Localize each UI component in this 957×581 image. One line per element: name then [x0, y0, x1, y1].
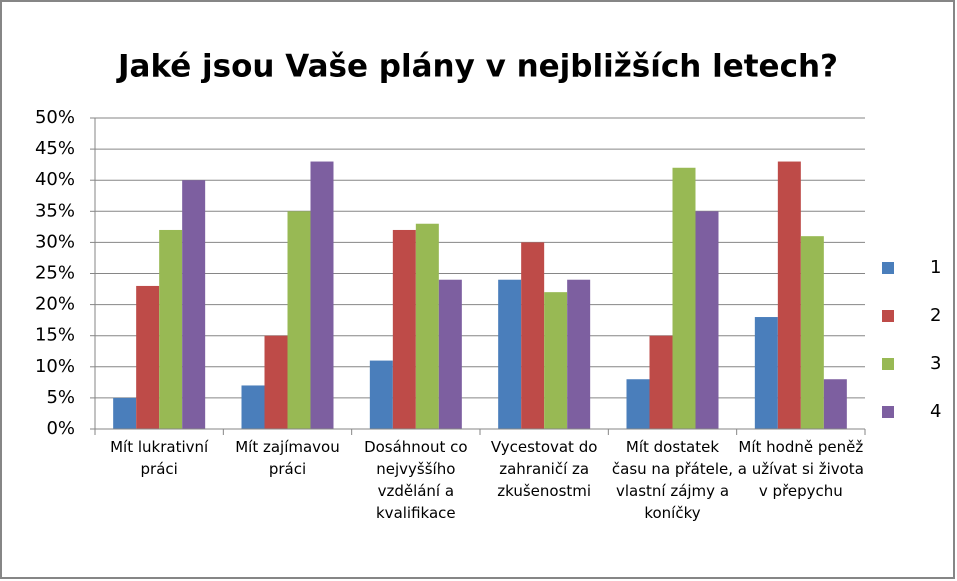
- legend-label: 4: [930, 401, 941, 422]
- y-tick-label: 25%: [35, 263, 75, 284]
- legend-swatch: [882, 310, 894, 322]
- bar: [567, 279, 591, 429]
- legend-swatch: [882, 262, 894, 274]
- bar: [754, 317, 778, 429]
- y-tick-label: 20%: [35, 294, 75, 315]
- bar: [136, 285, 160, 429]
- bar: [369, 360, 393, 429]
- bar: [649, 335, 673, 429]
- bar: [695, 211, 719, 429]
- y-tick-label: 30%: [35, 231, 75, 252]
- x-tick-label: Mít hodně peněž a užívat si života v pře…: [737, 438, 864, 500]
- legend-swatch: [882, 358, 894, 370]
- bar: [438, 279, 462, 429]
- x-tick-label: Dosáhnout co nejvyššího vzdělání a kvali…: [364, 438, 468, 522]
- bar: [241, 385, 265, 429]
- legend-label: 2: [930, 305, 941, 326]
- bar: [672, 167, 696, 429]
- legend-label: 1: [930, 257, 941, 278]
- bar: [544, 292, 568, 429]
- y-tick-label: 0%: [46, 418, 75, 439]
- bar: [287, 211, 311, 429]
- chart-title: Jaké jsou Vaše plány v nejbližších letec…: [116, 49, 838, 85]
- bar: [182, 180, 206, 429]
- x-tick-label: Mít zajímavou práci: [235, 438, 340, 478]
- y-tick-label: 35%: [35, 200, 75, 221]
- legend-swatch: [882, 406, 894, 418]
- y-tick-label: 50%: [35, 107, 75, 128]
- bar: [823, 379, 847, 429]
- x-tick-label: Mít dostatek času na přátele, vlastní zá…: [611, 438, 734, 522]
- bar: [521, 242, 545, 429]
- y-tick-label: 45%: [35, 138, 75, 159]
- bar: [264, 335, 288, 429]
- bar: [159, 229, 183, 429]
- bar: [113, 397, 137, 429]
- y-tick-label: 40%: [35, 169, 75, 190]
- x-tick-label: Mít lukrativní práci: [110, 438, 209, 478]
- bar: [392, 229, 416, 429]
- bar: [800, 236, 824, 429]
- bar: [415, 223, 439, 429]
- legend-label: 3: [930, 353, 941, 374]
- x-tick-label: Vycestovat do zahraničí za zkušenostmi: [490, 438, 598, 500]
- bar: [626, 379, 650, 429]
- y-tick-label: 10%: [35, 356, 75, 377]
- bar: [310, 161, 334, 430]
- bar: [777, 161, 801, 430]
- bar: [498, 279, 522, 429]
- y-tick-label: 15%: [35, 325, 75, 346]
- y-tick-label: 5%: [46, 387, 75, 408]
